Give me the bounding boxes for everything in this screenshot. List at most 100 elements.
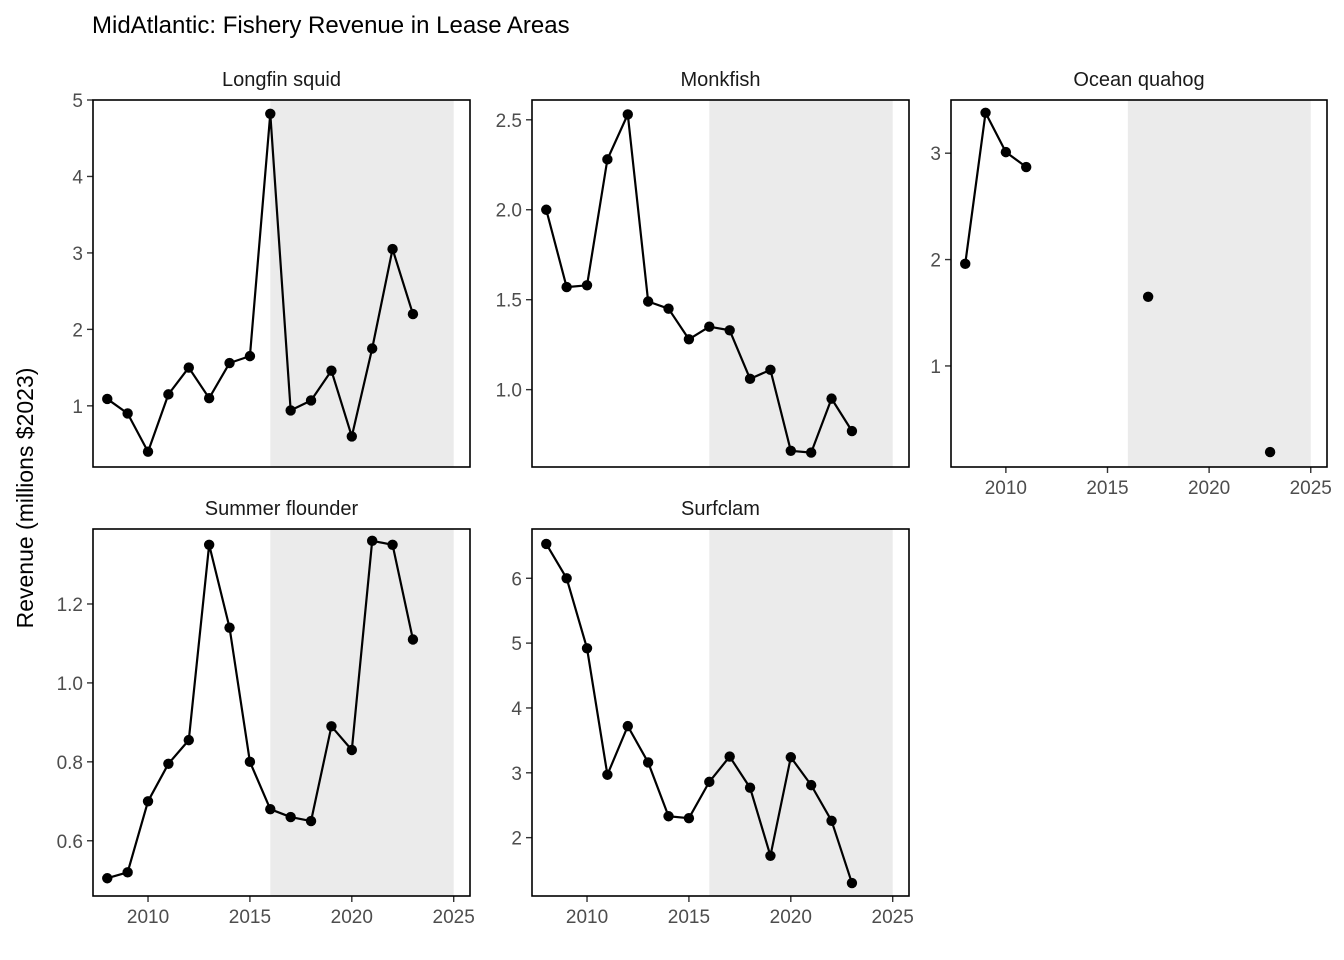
- data-point-summer-flounder: [224, 622, 235, 633]
- x-tick-label-ocean-quahog: 2010: [985, 478, 1027, 499]
- panel-monkfish: Monkfish 1.0 1.5 2.0 2.5: [496, 69, 910, 468]
- y-tick-label-summer-flounder: 0.8: [57, 753, 83, 774]
- data-point-longfin-squid: [102, 393, 113, 405]
- data-point-longfin-squid: [265, 108, 276, 119]
- panel-surfclam: Surfclam 2 3 4 5 6 2010 2015 2020 2025: [511, 498, 913, 928]
- series-line-longfin-squid: [106, 112, 414, 453]
- x-tick-label-surfclam: 2020: [770, 907, 812, 928]
- data-point-monkfish: [581, 280, 593, 291]
- data-point-summer-flounder: [407, 634, 419, 645]
- panel-ocean-quahog: Ocean quahog 1 2 3 2010 2015 2020 2025: [930, 69, 1331, 499]
- data-point-longfin-squid: [326, 365, 337, 376]
- data-point-monkfish: [805, 447, 817, 458]
- panel-frame-summer-flounder: [92, 528, 471, 897]
- data-point-longfin-squid: [122, 408, 133, 419]
- data-point-monkfish: [846, 425, 858, 437]
- panel-title-longfin-squid: Longfin squid: [222, 69, 341, 91]
- data-point-longfin-squid: [387, 243, 398, 255]
- y-tick-label-summer-flounder: 0.6: [57, 832, 83, 853]
- data-point-summer-flounder: [244, 756, 256, 768]
- shaded-region-ocean-quahog: [1127, 100, 1311, 467]
- data-point-longfin-squid: [407, 308, 419, 320]
- y-tick-label-ocean-quahog: 2: [930, 251, 941, 272]
- panel-title-summer-flounder: Summer flounder: [205, 498, 359, 520]
- x-tick-label-summer-flounder: 2025: [433, 907, 475, 928]
- y-tick-label-longfin-squid: 2: [72, 320, 83, 341]
- data-point-monkfish: [826, 393, 837, 404]
- data-point-surfclam: [785, 752, 797, 763]
- y-tick-label-surfclam: 6: [511, 569, 522, 590]
- panel-title-surfclam: Surfclam: [681, 498, 760, 520]
- data-point-surfclam: [642, 757, 654, 768]
- data-point-surfclam: [744, 782, 756, 793]
- data-point-summer-flounder: [163, 758, 174, 770]
- shaded-region-surfclam: [709, 529, 893, 896]
- data-point-ocean-quahog: [1020, 161, 1032, 173]
- y-tick-label-longfin-squid: 1: [72, 397, 83, 418]
- data-point-ocean-quahog: [1264, 446, 1276, 458]
- data-point-surfclam: [683, 812, 695, 824]
- panel-title-monkfish: Monkfish: [680, 69, 760, 91]
- data-point-summer-flounder: [265, 803, 276, 815]
- y-tick-label-monkfish: 2.0: [496, 201, 522, 222]
- x-tick-label-summer-flounder: 2015: [229, 907, 271, 928]
- y-tick-label-surfclam: 2: [511, 829, 522, 850]
- data-point-surfclam: [663, 811, 674, 822]
- data-point-summer-flounder: [346, 744, 358, 756]
- data-point-surfclam: [765, 850, 776, 861]
- y-tick-label-surfclam: 4: [511, 699, 522, 720]
- panel-title-ocean-quahog: Ocean quahog: [1073, 69, 1204, 91]
- x-tick-label-ocean-quahog: 2020: [1188, 478, 1230, 499]
- y-tick-label-monkfish: 1.5: [496, 291, 522, 312]
- shaded-region-monkfish: [709, 100, 893, 467]
- data-point-ocean-quahog: [1142, 291, 1154, 302]
- data-point-longfin-squid: [244, 350, 256, 362]
- y-tick-label-surfclam: 5: [511, 634, 522, 655]
- data-point-monkfish: [724, 325, 735, 336]
- data-point-monkfish: [642, 296, 654, 307]
- data-point-ocean-quahog: [980, 107, 991, 118]
- y-tick-label-monkfish: 1.0: [496, 381, 522, 402]
- data-point-monkfish: [744, 373, 756, 385]
- panel-frame-longfin-squid: [92, 99, 471, 468]
- data-point-summer-flounder: [122, 867, 133, 878]
- y-axis-label: Revenue (millions $2023): [12, 368, 38, 629]
- data-point-monkfish: [683, 334, 695, 345]
- shaded-region-summer-flounder: [270, 529, 454, 896]
- x-tick-label-ocean-quahog: 2015: [1086, 478, 1128, 499]
- x-tick-label-ocean-quahog: 2025: [1290, 478, 1332, 499]
- y-tick-label-longfin-squid: 3: [72, 244, 83, 265]
- series-line-surfclam: [545, 543, 853, 884]
- data-point-longfin-squid: [346, 431, 358, 442]
- panel-frame-ocean-quahog: [950, 99, 1328, 468]
- data-point-summer-flounder: [183, 734, 194, 746]
- data-point-summer-flounder: [305, 815, 317, 827]
- x-tick-label-summer-flounder: 2020: [331, 907, 373, 928]
- data-point-monkfish: [602, 154, 613, 165]
- data-point-surfclam: [541, 538, 552, 550]
- y-tick-label-summer-flounder: 1.2: [57, 595, 83, 616]
- data-point-monkfish: [704, 321, 715, 332]
- data-point-surfclam: [561, 573, 572, 584]
- data-point-surfclam: [704, 776, 715, 788]
- data-point-surfclam: [602, 769, 613, 780]
- x-tick-label-surfclam: 2010: [566, 907, 608, 928]
- data-point-longfin-squid: [142, 446, 154, 457]
- series-line-summer-flounder: [106, 539, 415, 880]
- data-point-longfin-squid: [305, 395, 317, 406]
- series-line-monkfish: [545, 113, 853, 454]
- series-line-ocean-quahog: [964, 111, 1027, 264]
- data-point-summer-flounder: [285, 811, 296, 823]
- y-tick-label-monkfish: 2.5: [496, 111, 522, 132]
- y-tick-label-longfin-squid: 5: [72, 91, 83, 112]
- panel-longfin-squid: Longfin squid 1 2 3 4 5: [72, 69, 471, 468]
- x-tick-label-surfclam: 2025: [872, 907, 914, 928]
- data-point-monkfish: [785, 445, 797, 457]
- data-point-summer-flounder: [326, 721, 337, 732]
- data-point-summer-flounder: [366, 535, 378, 547]
- data-point-longfin-squid: [285, 405, 296, 416]
- x-tick-label-summer-flounder: 2010: [127, 907, 169, 928]
- data-point-longfin-squid: [163, 389, 174, 400]
- y-tick-label-longfin-squid: 4: [72, 167, 83, 188]
